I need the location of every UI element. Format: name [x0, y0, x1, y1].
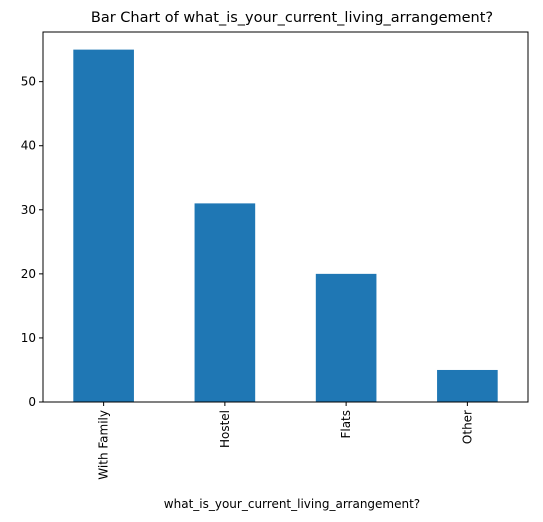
- y-tick-label: 20: [21, 267, 36, 281]
- bar-hostel: [194, 203, 256, 402]
- x-axis-label: what_is_your_current_living_arrangement?: [164, 497, 420, 511]
- x-tick-label: Flats: [339, 410, 353, 439]
- x-tick-label: Other: [460, 410, 474, 444]
- bar-with-family: [73, 49, 134, 402]
- y-axis-ticks: 0 10 20 30 40 50: [21, 75, 43, 409]
- bar-flats: [315, 273, 377, 402]
- bar-other: [437, 369, 498, 402]
- y-tick-label: 10: [21, 331, 36, 345]
- y-tick-label: 0: [28, 395, 36, 409]
- y-tick-label: 40: [21, 139, 36, 153]
- y-tick-label: 30: [21, 203, 36, 217]
- plot-frame: [42, 31, 529, 403]
- x-axis-ticks: With Family Hostel Flats Other: [97, 402, 474, 480]
- x-tick-label: With Family: [97, 410, 111, 480]
- x-tick-label: Hostel: [218, 410, 232, 448]
- y-tick-label: 50: [21, 75, 36, 89]
- bars: [73, 49, 498, 402]
- chart-title: Bar Chart of what_is_your_current_living…: [91, 10, 493, 26]
